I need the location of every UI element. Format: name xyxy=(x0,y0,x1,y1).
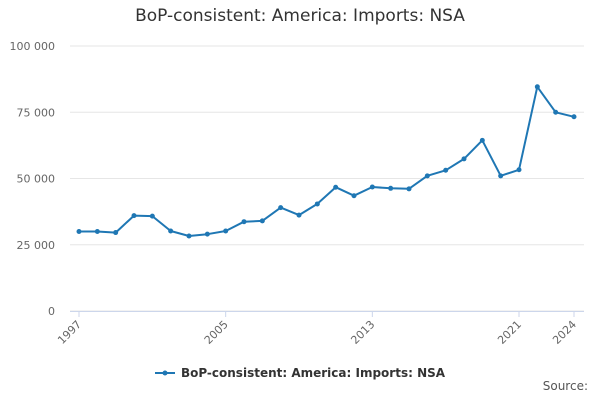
series-line xyxy=(79,85,575,237)
data-point[interactable] xyxy=(204,231,210,237)
x-tick-label: 2013 xyxy=(348,318,377,347)
y-tick-label: 50 000 xyxy=(17,173,56,186)
data-point[interactable] xyxy=(113,230,119,236)
data-point[interactable] xyxy=(516,167,522,173)
data-point[interactable] xyxy=(241,219,247,225)
data-point[interactable] xyxy=(278,205,284,211)
series-layer xyxy=(76,84,577,239)
data-point[interactable] xyxy=(534,84,540,90)
data-point[interactable] xyxy=(498,173,504,179)
data-point[interactable] xyxy=(131,213,137,219)
data-point[interactable] xyxy=(296,212,302,218)
data-point[interactable] xyxy=(333,184,339,190)
y-axis-ticks: 0 25 000 50 000 75 000 100 000 xyxy=(10,40,56,318)
data-point[interactable] xyxy=(259,218,265,224)
data-point[interactable] xyxy=(443,167,449,173)
data-point[interactable] xyxy=(76,229,82,234)
x-tick-label: 1997 xyxy=(55,318,84,347)
legend-label: BoP-consistent: America: Imports: NSA xyxy=(180,366,446,380)
legend-line-marker-icon xyxy=(154,370,175,376)
data-point[interactable] xyxy=(94,229,100,234)
data-point[interactable] xyxy=(571,114,577,120)
data-point[interactable] xyxy=(351,193,357,199)
data-point[interactable] xyxy=(406,186,412,192)
data-point[interactable] xyxy=(223,228,229,234)
x-tick-label: 2005 xyxy=(202,318,231,347)
y-tick-label: 75 000 xyxy=(17,106,56,119)
x-tick-label: 2024 xyxy=(550,318,579,347)
data-point[interactable] xyxy=(553,109,559,115)
data-point[interactable] xyxy=(186,233,192,239)
data-point[interactable] xyxy=(424,173,430,179)
y-tick-label: 25 000 xyxy=(17,239,56,252)
x-tick-label: 2021 xyxy=(495,318,524,347)
data-point[interactable] xyxy=(168,228,174,234)
legend[interactable]: BoP-consistent: America: Imports: NSA xyxy=(0,366,600,381)
data-point[interactable] xyxy=(369,184,375,190)
data-point[interactable] xyxy=(314,201,320,207)
gridlines xyxy=(70,45,584,312)
data-point[interactable] xyxy=(461,156,467,162)
y-tick-label: 100 000 xyxy=(10,40,56,53)
x-axis-ticks: 1997 2005 2013 2021 2024 xyxy=(55,311,579,347)
y-tick-label: 0 xyxy=(48,305,55,318)
data-point[interactable] xyxy=(479,137,485,143)
data-point[interactable] xyxy=(388,185,394,191)
data-point[interactable] xyxy=(149,213,155,219)
chart-title: BoP-consistent: America: Imports: NSA xyxy=(135,6,465,26)
source-label: Source: xyxy=(542,379,588,393)
